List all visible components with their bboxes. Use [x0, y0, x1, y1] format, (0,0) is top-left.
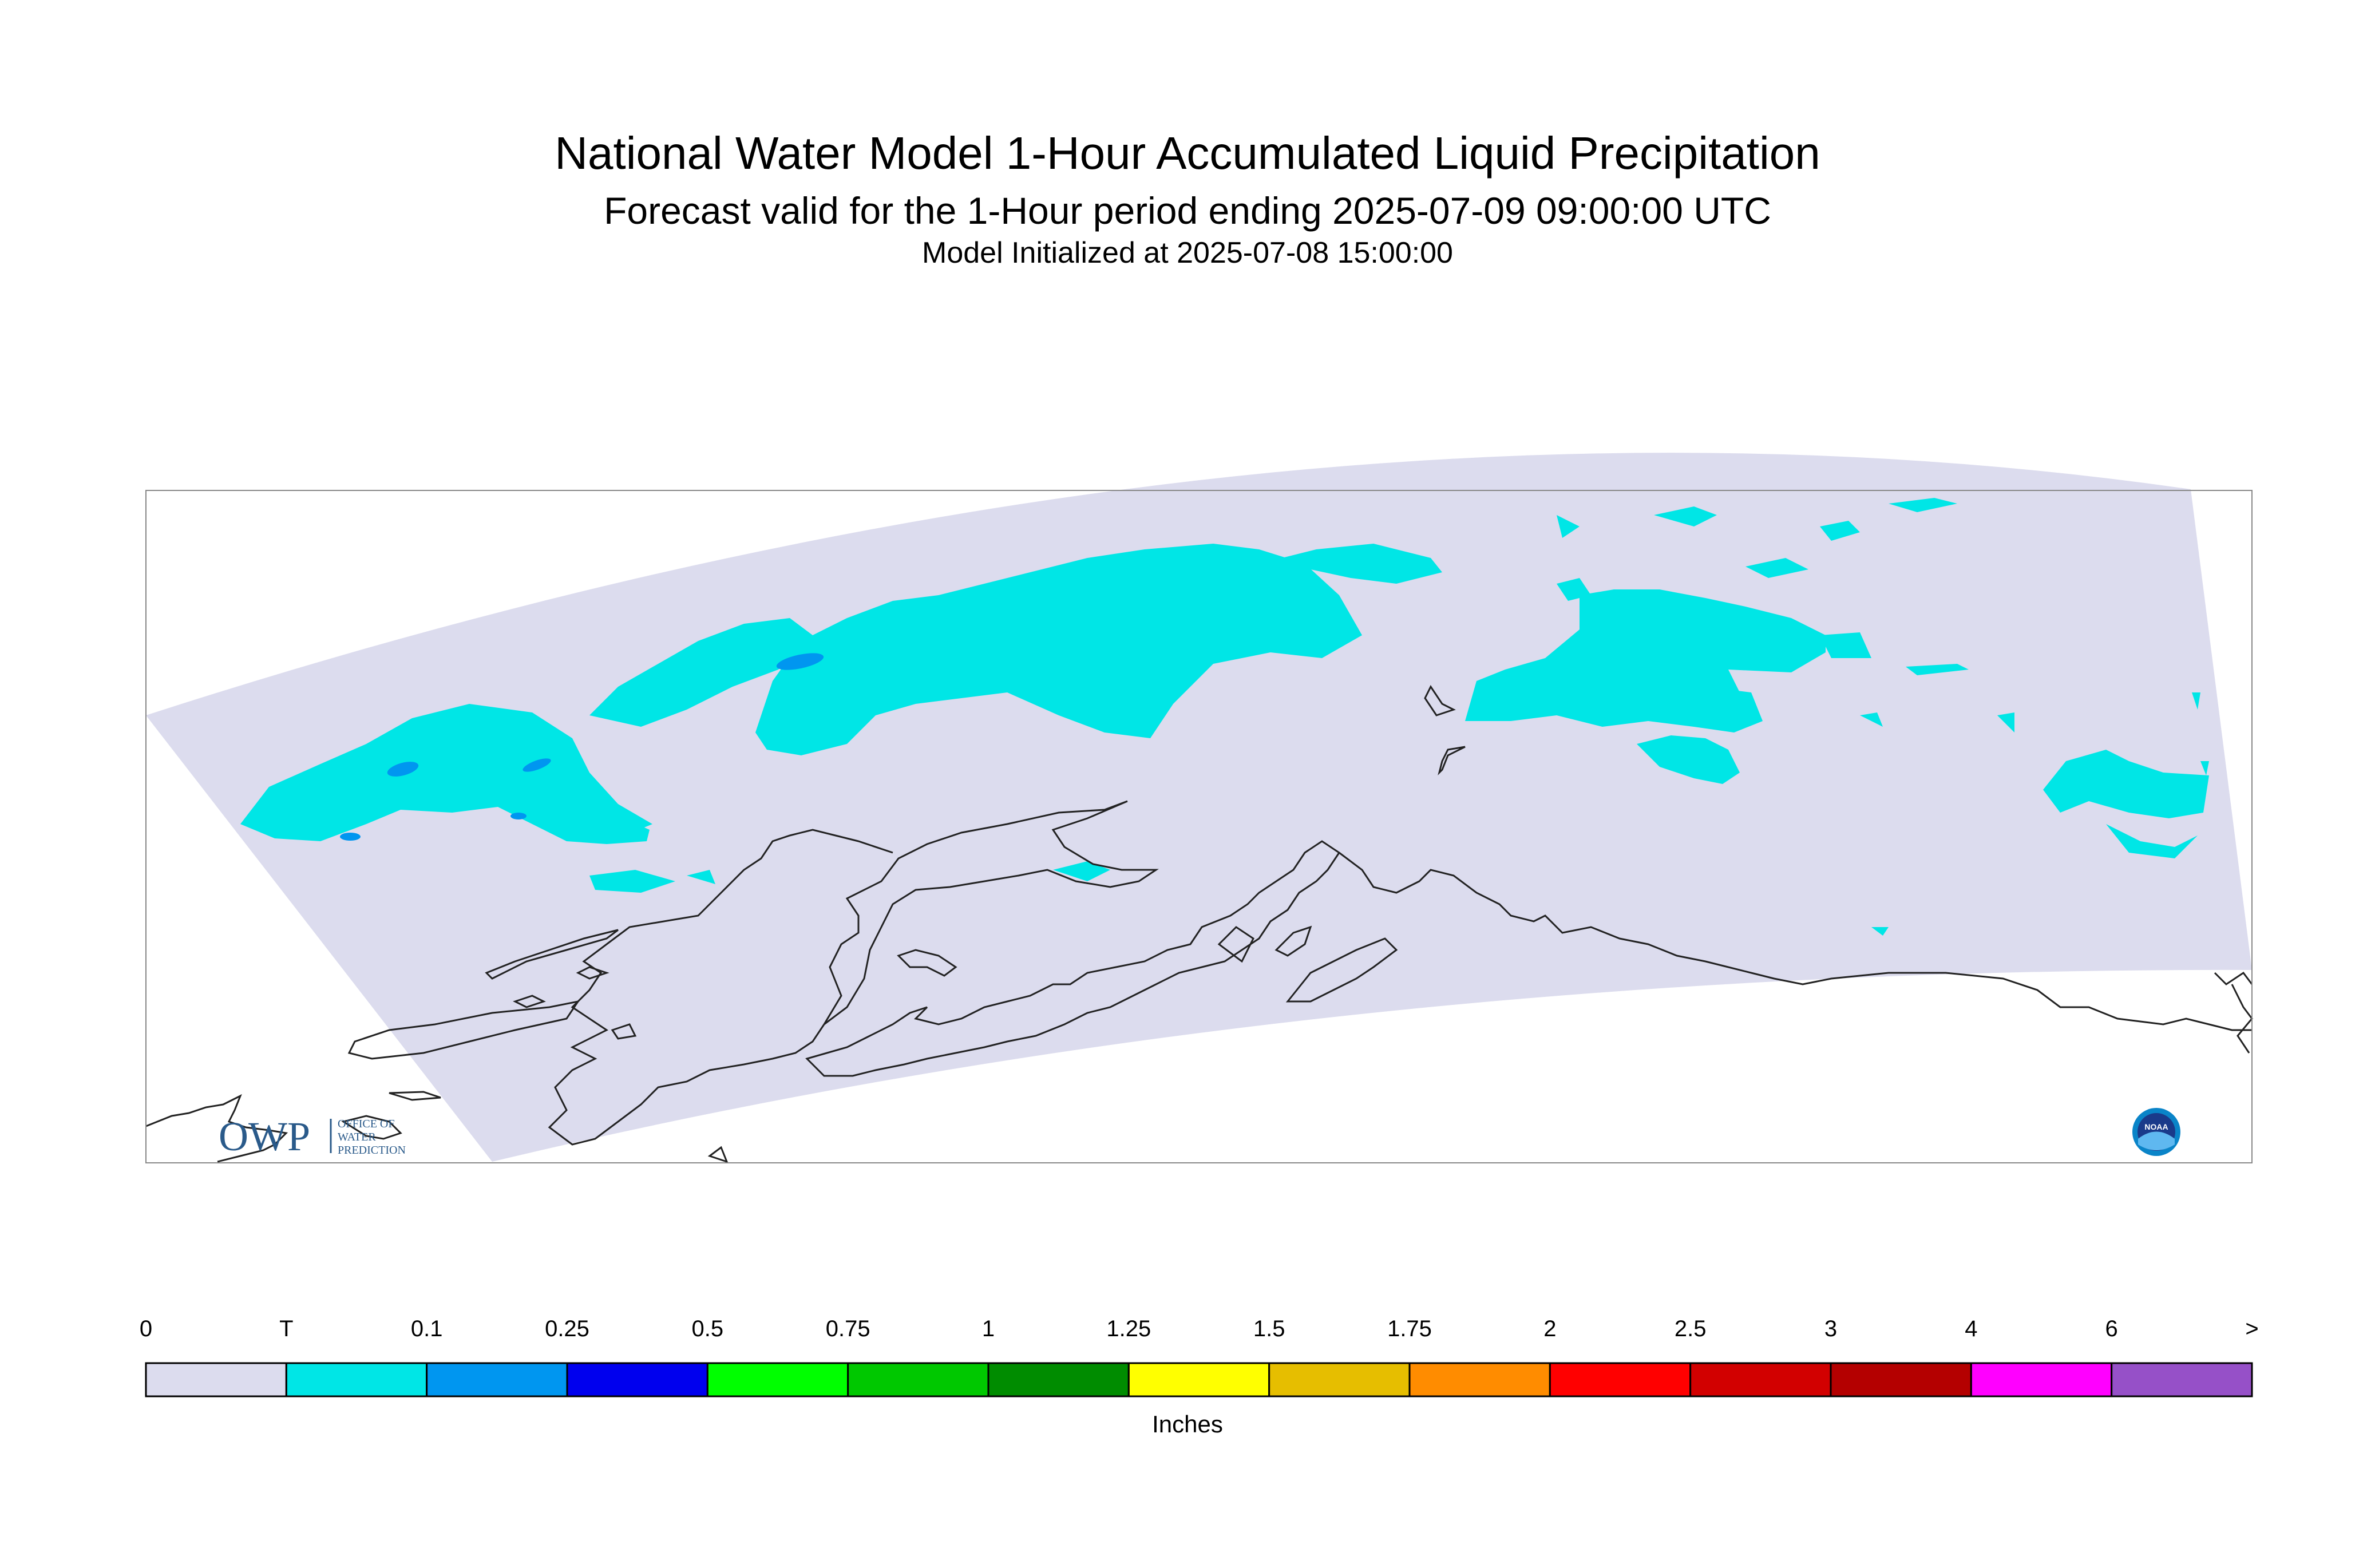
- coastlines: [145, 685, 2253, 1163]
- legend-color-cell: [1127, 1362, 1270, 1397]
- island-small: [341, 1115, 402, 1140]
- coastline-peninsula: [805, 840, 1341, 1077]
- legend-color-cell: [285, 1362, 428, 1397]
- legend-color-cell: [145, 1362, 287, 1397]
- island-small: [1438, 746, 1466, 775]
- precip-area: [522, 758, 551, 772]
- island-afognak: [1274, 925, 1312, 957]
- owp-logo-text-line: OFFICE OF: [338, 1118, 394, 1130]
- owp-logo-text-line: PREDICTION: [338, 1144, 406, 1157]
- island-small: [1424, 685, 1456, 716]
- siberia-coast: [145, 1094, 288, 1163]
- precip-area: [1906, 664, 1969, 675]
- precip-area: [1270, 544, 1442, 584]
- legend-color-cell: [1268, 1362, 1411, 1397]
- coastline-mainland: [823, 800, 1159, 1025]
- island-nunivak: [347, 1000, 580, 1060]
- island-small: [513, 995, 546, 1008]
- noaa-logo-text: NOAA: [2144, 1122, 2168, 1131]
- precip-area: [2106, 824, 2198, 858]
- island-kodiak: [1285, 937, 1398, 1003]
- precip-area: [2200, 761, 2209, 775]
- precip-area: [1860, 712, 1883, 727]
- legend-color-cell: [1830, 1362, 1972, 1397]
- forecast-subtitle: Forecast valid for the 1-Hour period end…: [604, 189, 1771, 232]
- noaa-logo: NOAA: [2132, 1108, 2180, 1156]
- precip-area: [387, 762, 419, 777]
- legend-color-cell: [1689, 1362, 1832, 1397]
- coastline-gulf: [1339, 852, 2252, 1031]
- precip-area: [1889, 498, 1957, 512]
- precip-area: [1654, 506, 1717, 526]
- precip-area: [755, 544, 1362, 755]
- precip-area: [1820, 521, 1860, 541]
- precip-area: [687, 870, 715, 884]
- legend-color-cell: [706, 1362, 849, 1397]
- precip-area: [1871, 927, 1889, 936]
- coastline-east: [2214, 971, 2253, 985]
- legend-colorbar: [145, 1362, 2253, 1397]
- legend-color-cell: [566, 1362, 708, 1397]
- precip-area: [240, 704, 652, 841]
- legend-color-cell: [1408, 1362, 1551, 1397]
- precip-area: [1053, 861, 1110, 881]
- legend-color-cell: [426, 1362, 568, 1397]
- island-stlawrence: [485, 929, 619, 980]
- precip-area: [1660, 687, 1763, 732]
- island-small: [389, 1091, 441, 1101]
- island-small: [576, 966, 609, 980]
- owp-logo-text-line: WATER: [338, 1131, 376, 1143]
- precip-area: [549, 813, 650, 844]
- precip-area: [1557, 578, 1591, 601]
- precip-area: [1637, 735, 1740, 784]
- precip-trace-areas: [240, 498, 2209, 936]
- precip-area: [1820, 632, 1871, 658]
- legend-color-cell: [1970, 1362, 2113, 1397]
- island-small: [611, 1023, 637, 1040]
- precip-area: [1557, 515, 1580, 538]
- precip-area: [589, 870, 675, 893]
- precip-area: [2043, 750, 2209, 818]
- legend-color-cell: [2111, 1362, 2253, 1397]
- precip-light-areas: [340, 653, 824, 841]
- legend-color-cell: [987, 1362, 1130, 1397]
- owp-logo-mark: OWP: [219, 1114, 310, 1159]
- init-subtitle: Model Initialized at 2025-07-08 15:00:00: [922, 236, 1453, 270]
- island-kenai: [1217, 926, 1254, 963]
- precip-area: [1997, 712, 2014, 732]
- coastline-mainland: [548, 829, 893, 1146]
- precip-area: [510, 813, 527, 819]
- legend-unit-label: Inches: [1152, 1411, 1223, 1438]
- coastline-southeast: [2231, 984, 2253, 1054]
- map-title: National Water Model 1-Hour Accumulated …: [555, 128, 1820, 179]
- precip-area: [2192, 692, 2200, 710]
- precip-area: [589, 618, 813, 727]
- precip-area: [340, 833, 361, 841]
- legend-color-cell: [847, 1362, 989, 1397]
- precip-area: [1745, 558, 1808, 578]
- precip-area: [776, 653, 824, 670]
- island-small: [707, 1146, 729, 1163]
- map-frame: [145, 490, 2253, 1163]
- island-lake: [897, 949, 957, 977]
- legend-color-cell: [1549, 1362, 1692, 1397]
- owp-logo: OWP OFFICE OF WATER PREDICTION: [219, 1114, 406, 1159]
